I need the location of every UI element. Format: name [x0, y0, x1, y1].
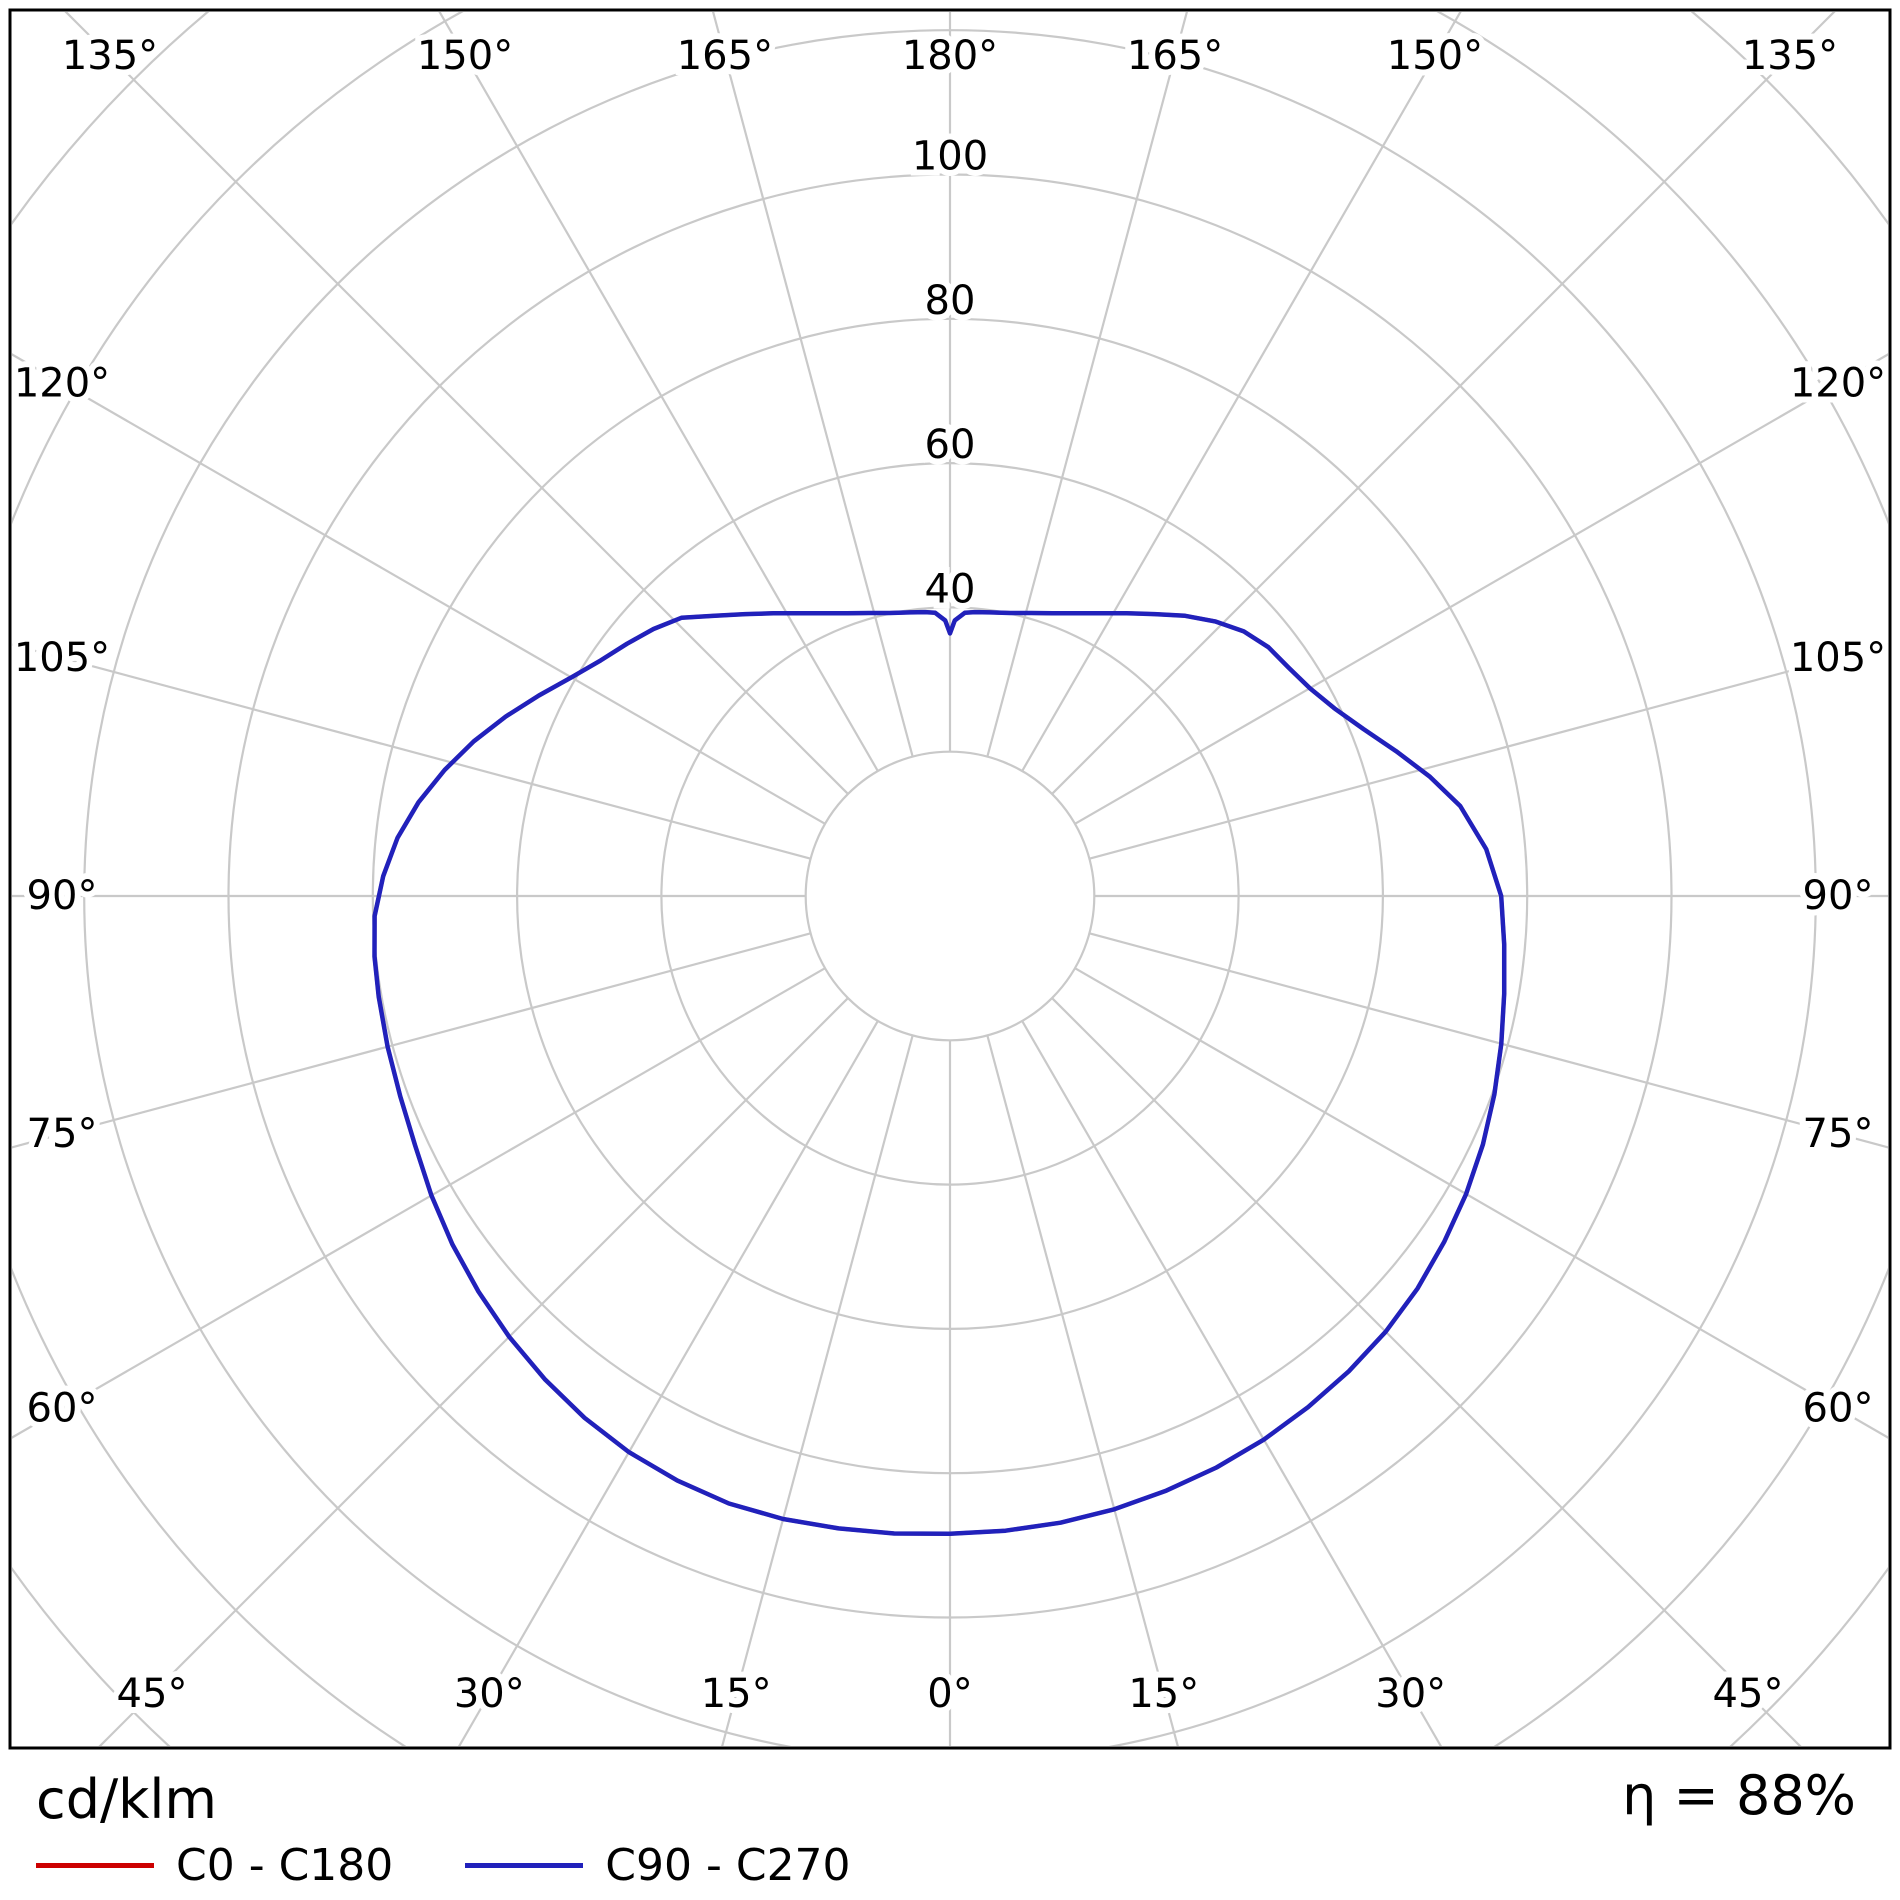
grid-spoke	[12, 353, 826, 825]
angle-label: 120°	[1790, 360, 1886, 406]
legend-swatch-c0-c180	[36, 1863, 154, 1868]
legend-swatch-c90-c270	[465, 1863, 584, 1868]
angle-label: 105°	[1790, 635, 1886, 681]
grid-spoke	[1074, 967, 1888, 1439]
grid-spoke	[986, 1035, 1179, 1746]
legend: C0 - C180 C90 - C270	[36, 1840, 923, 1891]
angle-label: 45°	[117, 1671, 188, 1717]
grid-spoke	[12, 643, 811, 860]
angle-label: 45°	[1713, 1671, 1784, 1717]
angle-label: 120°	[14, 360, 110, 406]
grid-spoke	[1074, 353, 1888, 825]
angle-label: 180°	[902, 33, 998, 79]
angle-label: 165°	[677, 33, 773, 79]
angle-label: 15°	[701, 1671, 772, 1717]
angle-label: 15°	[1128, 1671, 1199, 1717]
angle-label: 60°	[27, 1386, 98, 1432]
grid-spoke	[721, 1035, 914, 1746]
angle-label: 90°	[27, 873, 98, 919]
grid-spoke	[1021, 1020, 1443, 1746]
grid-spoke	[1021, 12, 1462, 772]
radial-tick-label: 60	[925, 422, 976, 468]
angle-label: 30°	[454, 1671, 525, 1717]
grid-spoke	[12, 967, 826, 1439]
angle-label: 165°	[1127, 33, 1223, 79]
legend-label-c0-c180: C0 - C180	[176, 1840, 394, 1891]
radial-tick-label: 100	[912, 134, 988, 180]
plot-border	[8, 8, 1892, 1750]
grid-spoke	[64, 12, 849, 795]
grid-spoke	[711, 12, 914, 757]
angle-label: 150°	[417, 33, 513, 79]
curve-c90-c270	[372, 609, 1507, 1537]
angle-label: 75°	[27, 1111, 98, 1157]
grid-spoke	[1051, 997, 1802, 1746]
legend-label-c90-c270: C90 - C270	[605, 1840, 851, 1891]
grid-ring	[804, 750, 1096, 1042]
grid-spoke	[1089, 932, 1888, 1149]
grid-spoke	[438, 12, 879, 772]
grid-spoke	[1089, 643, 1888, 860]
grid-spoke	[1051, 12, 1836, 795]
efficiency-label: η = 88%	[1622, 1764, 1856, 1827]
grid-spoke	[12, 932, 811, 1149]
angle-label: 30°	[1375, 1671, 1446, 1717]
grid-spoke	[457, 1020, 879, 1746]
angle-label: 60°	[1803, 1386, 1874, 1432]
angle-label: 90°	[1803, 873, 1874, 919]
grid-spoke	[98, 997, 849, 1746]
radial-tick-label: 40	[925, 566, 976, 612]
radial-tick-label: 80	[925, 278, 976, 324]
angle-label: 150°	[1387, 33, 1483, 79]
grid-spoke	[986, 12, 1189, 757]
angle-label: 105°	[14, 635, 110, 681]
angle-label: 75°	[1803, 1111, 1874, 1157]
angle-label: 135°	[1742, 33, 1838, 79]
units-label: cd/klm	[36, 1768, 218, 1831]
curve-c0-c180	[372, 610, 1507, 1536]
angle-label: 0°	[927, 1671, 972, 1717]
angle-label: 135°	[62, 33, 158, 79]
